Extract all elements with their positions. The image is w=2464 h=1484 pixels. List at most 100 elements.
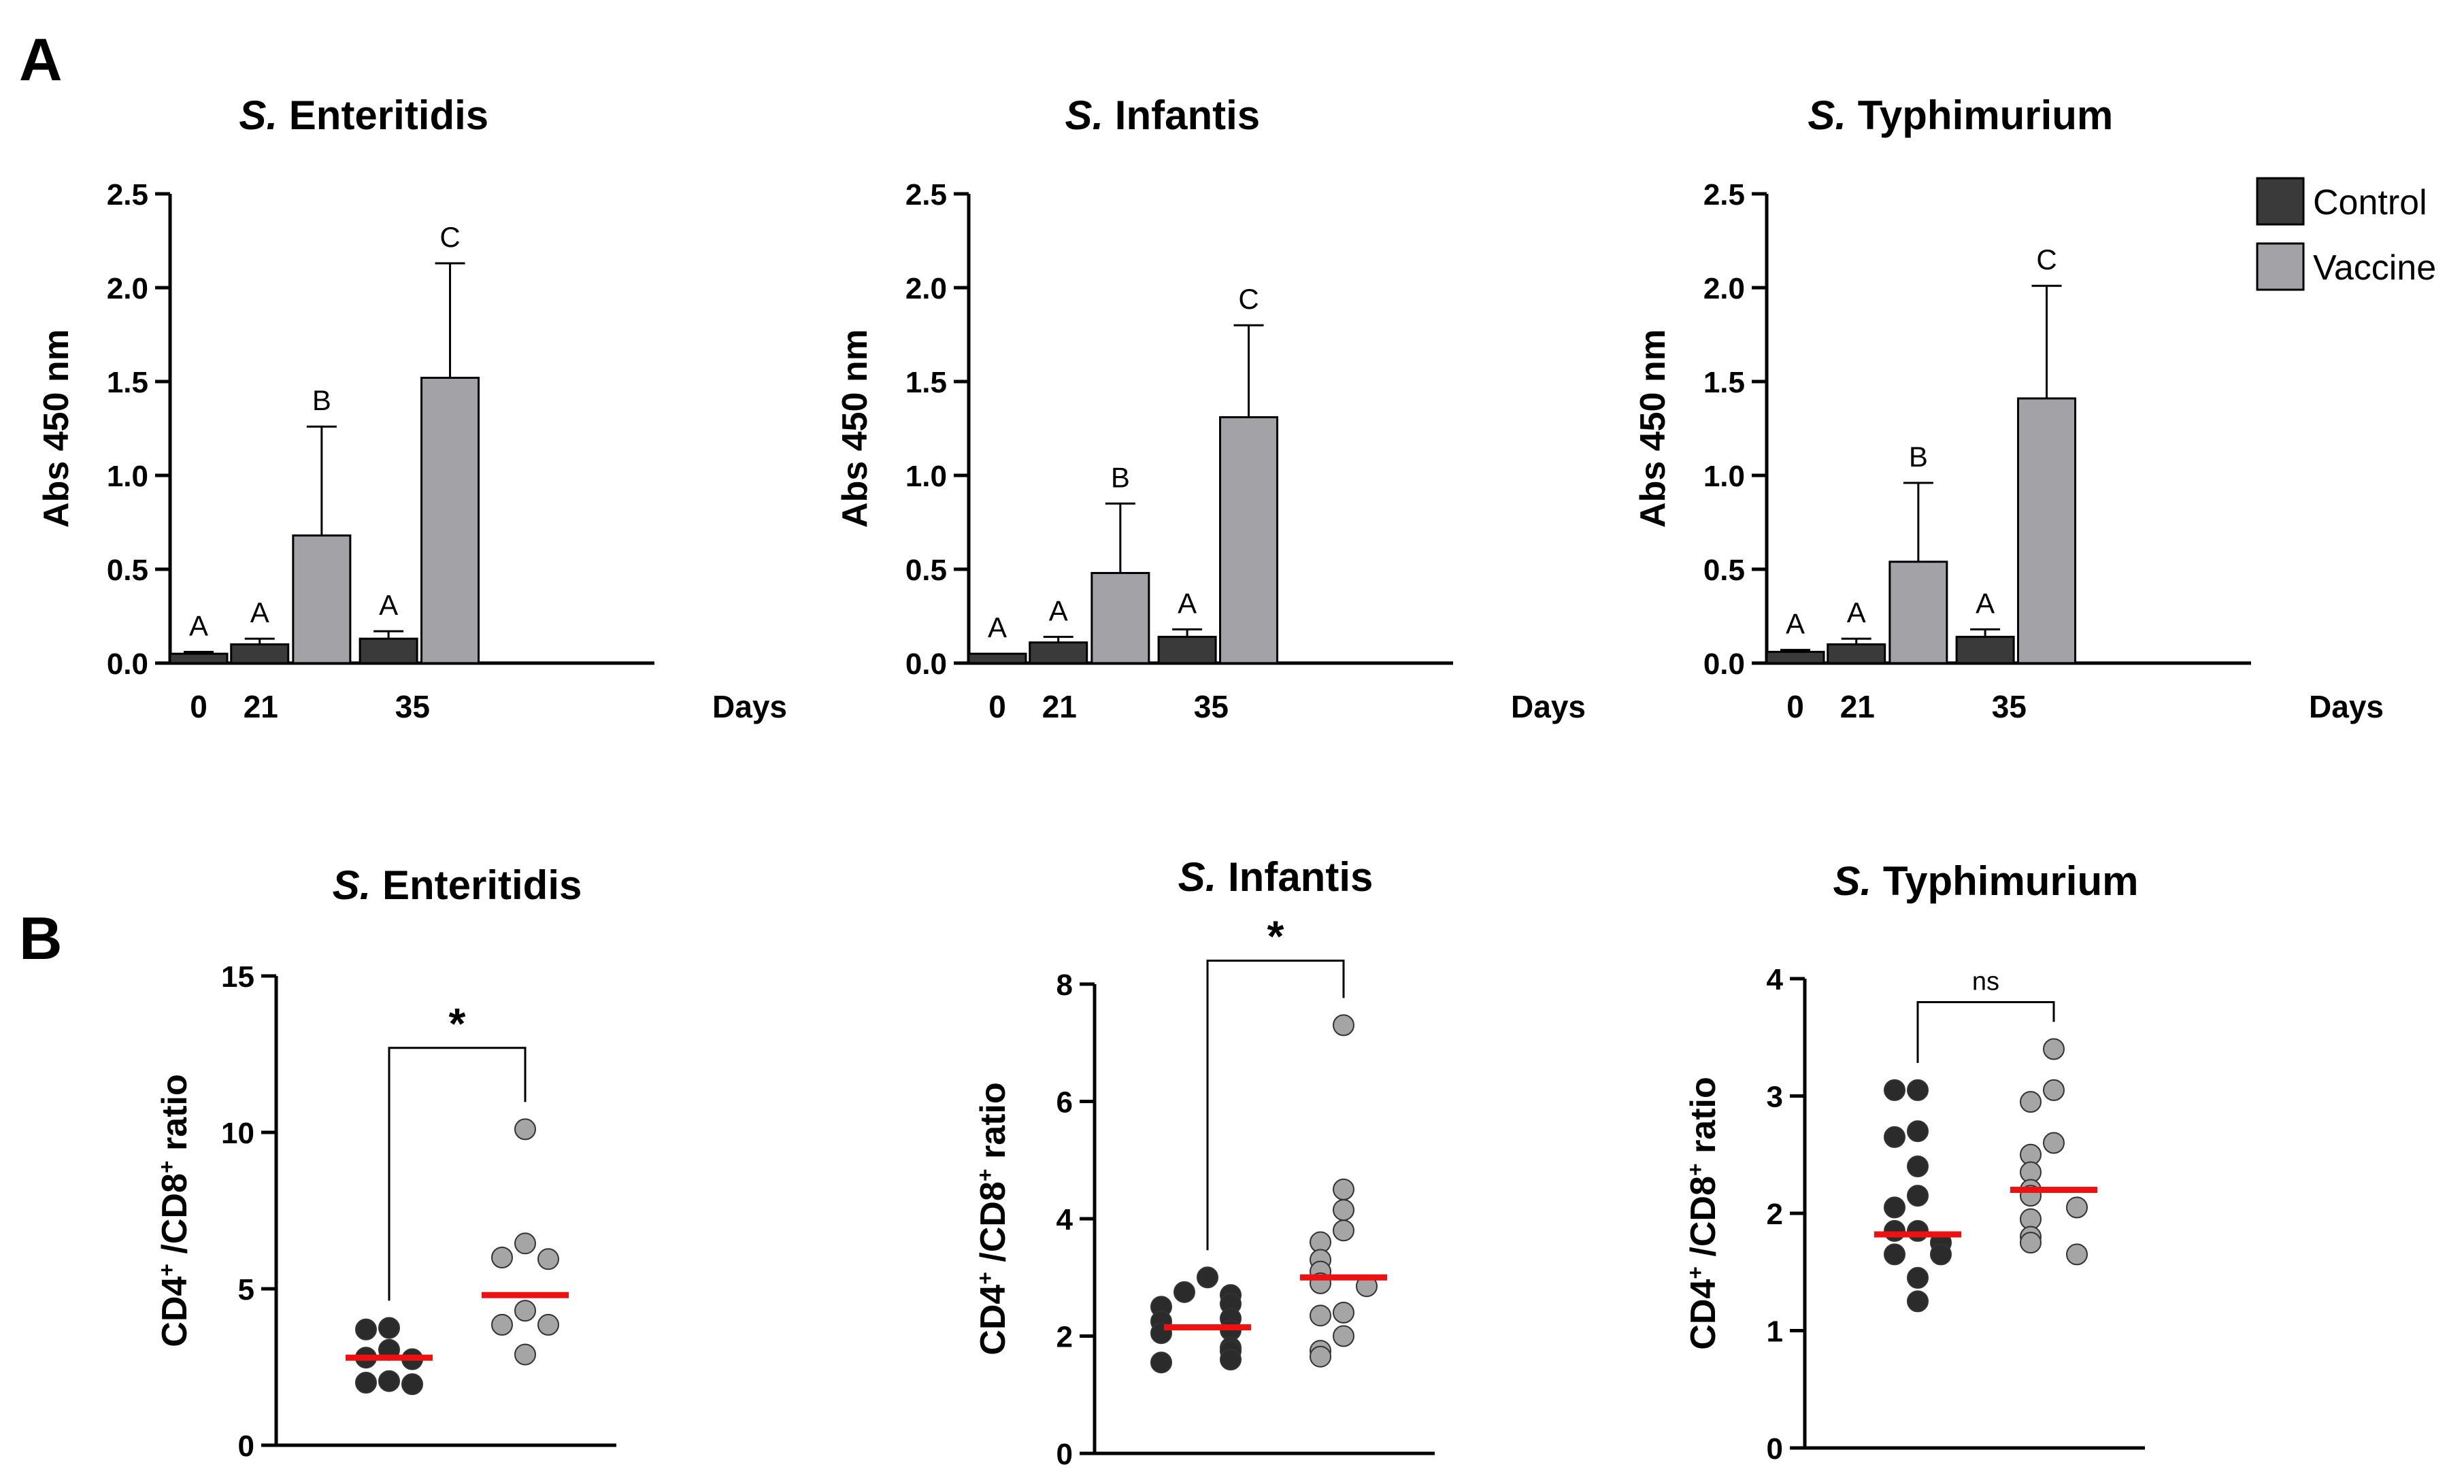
y-tick-label: 2.5 [1703, 178, 1745, 212]
point-control [1150, 1351, 1172, 1374]
bar-vaccine-day-35 [2017, 397, 2077, 664]
chart-title: S. Enteritidis [239, 92, 488, 138]
y-tick-label: 1.0 [107, 460, 148, 493]
point-vaccine [1333, 1199, 1354, 1221]
chart-title-rest: Enteritidis [278, 92, 488, 138]
point-control [355, 1318, 377, 1340]
point-vaccine [491, 1247, 513, 1268]
y-tick-label: 5 [238, 1273, 254, 1306]
point-vaccine [514, 1232, 536, 1255]
y-axis-title: CD4+ /CD8+ ratio [973, 1082, 1013, 1355]
chart-title-italic: S. [1178, 854, 1217, 900]
chart-title-italic: S. [333, 862, 371, 908]
chart-title-italic: S. [1833, 858, 1872, 904]
point-vaccine [2043, 1038, 2065, 1060]
legend: Control Vaccine [2256, 177, 2436, 291]
legend-label-vaccine: Vaccine [2313, 248, 2436, 288]
significance-letter: A [1847, 596, 1866, 628]
y-axis-title: CD4+ /CD8+ ratio [154, 1074, 195, 1347]
bar-control-day-35 [1157, 635, 1217, 664]
significance-letter: C [2036, 243, 2057, 275]
chart-title: S. Infantis [1178, 854, 1373, 900]
legend-swatch-vaccine [2256, 242, 2305, 291]
chart-title: S. Typhimurium [1833, 858, 2139, 904]
point-vaccine [537, 1313, 559, 1336]
bar-control-day-0 [1765, 650, 1825, 664]
y-tick-label: 1.5 [107, 366, 148, 399]
y-tick-label: 2.5 [107, 178, 148, 212]
bar-vaccine-day-21 [1091, 572, 1150, 664]
point-vaccine [2020, 1232, 2042, 1254]
point-vaccine [2020, 1091, 2042, 1113]
bar-control-day-21 [1029, 641, 1088, 664]
point-control [1884, 1219, 1905, 1242]
y-tick-label: 2.0 [1703, 272, 1745, 305]
significance-bracket [1916, 1001, 2055, 1063]
x-tick-label: 21 [244, 689, 278, 724]
y-axis-title-part: + [154, 1264, 179, 1277]
y-tick-label: 0 [238, 1430, 254, 1463]
point-control [1907, 1120, 1929, 1143]
bar-control-day-21 [1827, 643, 1886, 664]
y-axis-title: Abs 450 nm [1633, 329, 1673, 528]
bar-chart-1: S. Enteritidis 0.0 0.5 1.0 1.5 2.0 2.5 Abs 450 … [37, 92, 787, 724]
significance-letter: A [1049, 594, 1068, 626]
point-control [1884, 1126, 1905, 1148]
point-control [1884, 1243, 1905, 1266]
x-tick-label: 35 [395, 689, 430, 724]
y-tick-label: 15 [221, 960, 254, 994]
chart-title-rest: Typhimurium [1871, 858, 2138, 904]
y-tick-label: 8 [1056, 968, 1073, 1002]
chart-title-italic: S. [1808, 92, 1846, 138]
y-axis-title-part: + [1683, 1266, 1708, 1279]
y-axis-title: CD4+ /CD8+ ratio [1683, 1077, 1723, 1349]
bar-control-day-35 [1955, 635, 2015, 664]
chart-title-rest: Infantis [1103, 92, 1260, 138]
point-control [1907, 1219, 1929, 1242]
point-control [355, 1372, 377, 1394]
point-vaccine [1310, 1345, 1331, 1368]
y-axis-title-part: ratio [1684, 1077, 1723, 1163]
point-control [1884, 1079, 1905, 1101]
x-tick-label: 21 [1840, 689, 1875, 724]
y-tick-label: 2.5 [905, 178, 947, 212]
bar-vaccine-day-21 [292, 534, 352, 664]
significance-letter: B [312, 384, 331, 416]
y-axis-title-part: + [1683, 1163, 1708, 1176]
y-axis-title-part: + [973, 1272, 997, 1285]
x-axis-title: Days [712, 689, 787, 724]
bar-control-day-35 [359, 637, 418, 664]
y-tick-label: 6 [1056, 1086, 1073, 1119]
significance-letter: A [988, 611, 1007, 643]
significance-letter: A [250, 596, 269, 628]
point-vaccine [537, 1248, 559, 1270]
bar-control-day-21 [230, 643, 290, 664]
significance-letter: C [1238, 283, 1259, 315]
y-tick-label: 0.5 [1703, 554, 1745, 587]
significance-mark: ns [1972, 968, 1999, 996]
bar-chart-2: S. Infantis 0.0 0.5 1.0 1.5 2.0 2.5 Abs 450 nm A… [835, 92, 1586, 724]
y-tick-label: 2 [1767, 1198, 1783, 1231]
point-vaccine [1333, 1219, 1354, 1242]
point-vaccine [2066, 1196, 2088, 1219]
y-tick-label: 0.0 [905, 647, 947, 681]
y-tick-label: 4 [1056, 1203, 1073, 1236]
y-axis-title-part: ratio [973, 1082, 1013, 1168]
y-tick-label: 0.5 [107, 554, 148, 587]
point-control [1907, 1266, 1929, 1289]
point-control [1907, 1290, 1929, 1313]
bar-vaccine-day-35 [420, 376, 480, 664]
significance-mark: * [1267, 912, 1284, 961]
significance-letter: A [379, 589, 398, 621]
y-tick-label: 1.5 [1703, 366, 1745, 399]
point-control [1907, 1156, 1929, 1177]
bar-control-day-0 [169, 652, 229, 664]
y-axis-title-part: + [973, 1168, 997, 1181]
y-tick-label: 4 [1767, 963, 1784, 996]
significance-bracket [1206, 960, 1345, 1251]
y-tick-label: 1 [1767, 1315, 1783, 1349]
charts: S. Enteritidis 0.0 0.5 1.0 1.5 2.0 2.5 Abs 450 … [37, 92, 2384, 1471]
x-tick-label: 35 [1992, 689, 2027, 724]
